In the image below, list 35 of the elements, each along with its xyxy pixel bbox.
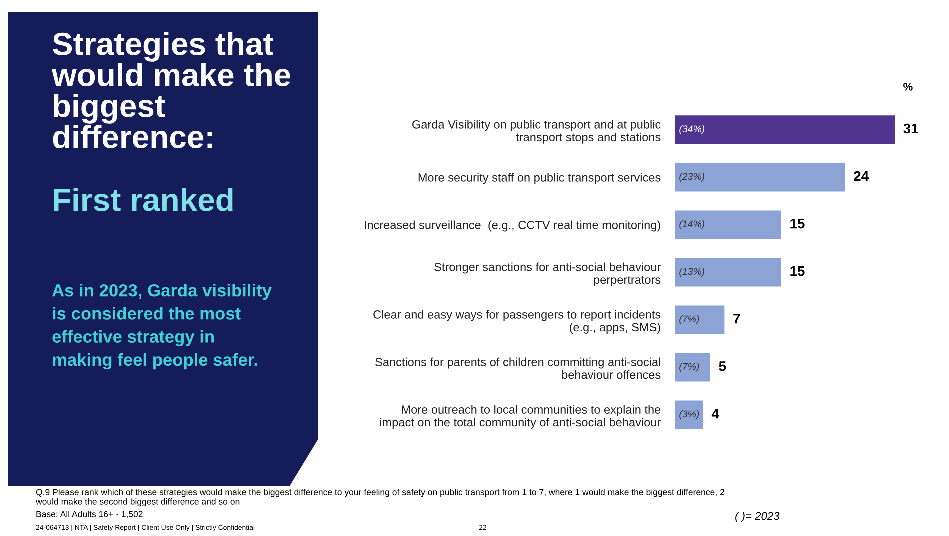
x-axis-title: % — [904, 83, 913, 91]
y-tick-label: Clear and easy ways for passengers to report incidents (e.g., apps, SMS) — [374, 310, 661, 334]
text: Q.9 Please rank which of these strategies would make the biggest difference to your feeling of safety on public transport from 1 to 7, where 1 would make the biggest difference, 2 would make the second biggest difference and so on — [36, 489, 724, 507]
annotation: (13%) — [680, 268, 705, 278]
data-label: 31 — [904, 124, 918, 134]
data-label: 24 — [854, 171, 870, 182]
text: Strategies that would make the biggest difference: — [52, 32, 291, 149]
text: ( )= 2023 — [736, 512, 780, 522]
y-tick-label: Sanctions for parents of children committing anti-social behaviour offences — [376, 358, 661, 380]
y-tick-label: Increased surveillance (e.g., CCTV real time monitoring) — [365, 220, 660, 232]
y-tick-label: Garda Visibility on public transport and at public transport stops and stations — [412, 120, 661, 144]
bar — [675, 163, 846, 192]
annotation: (34%) — [680, 125, 705, 134]
bar — [675, 116, 895, 144]
y-tick-label: More security staff on public transport services — [418, 173, 661, 184]
annotation: (3%) — [680, 410, 700, 420]
data-label: 5 — [719, 362, 726, 372]
data-label: 7 — [734, 314, 740, 324]
data-label: 4 — [712, 409, 720, 419]
bar — [675, 400, 704, 430]
y-tick-label: More outreach to local communities to explain the impact on the total community of anti-social behaviour — [380, 405, 661, 430]
text: Base: All Adults 16+ - 1,502 — [36, 511, 143, 518]
bar — [675, 210, 782, 240]
bar — [675, 306, 725, 334]
text: First ranked — [54, 188, 233, 212]
y-tick-label: Stronger sanctions for anti-social behaviour perpertrators — [434, 262, 661, 286]
bar — [675, 258, 782, 287]
text: As in 2023, Garda visibility is considered the most effective strategy in making feel people safer. — [52, 284, 272, 370]
data-label: 15 — [790, 266, 805, 276]
data-label: 15 — [790, 219, 805, 229]
bar — [675, 353, 710, 382]
annotation: (23%) — [680, 172, 705, 182]
annotation: (7%) — [680, 315, 700, 325]
annotation: (14%) — [680, 220, 705, 230]
annotation: (7%) — [680, 363, 700, 372]
